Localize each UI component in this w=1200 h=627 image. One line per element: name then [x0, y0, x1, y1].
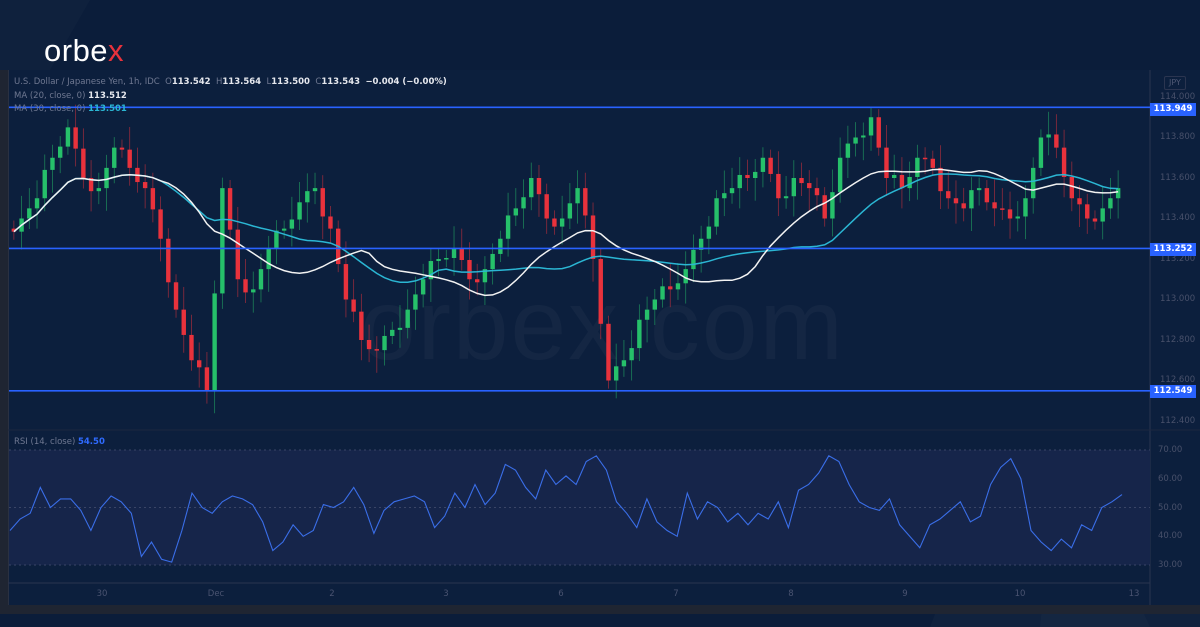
rsi-tick: 40.00 [1158, 531, 1183, 541]
x-tick: 9 [902, 589, 908, 599]
price-tick: 113.600 [1160, 173, 1196, 183]
price-tick: 113.200 [1160, 254, 1196, 264]
low-value: 113.500 [271, 77, 310, 87]
x-tick: 13 [1128, 589, 1140, 599]
level-tag-pivot[interactable]: 113.252 [1150, 243, 1196, 256]
price-tick: 112.600 [1160, 375, 1196, 385]
x-tick: 6 [558, 589, 564, 599]
price-tick: 112.800 [1160, 335, 1196, 345]
rsi-tick: 30.00 [1158, 560, 1183, 570]
rsi-tick: 60.00 [1158, 474, 1183, 484]
price-tick: 113.800 [1160, 132, 1196, 142]
x-tick: 30 [96, 589, 108, 599]
currency-badge[interactable]: JPY [1164, 76, 1186, 90]
open-value: 113.542 [171, 77, 211, 87]
close-value: 113.543 [321, 77, 361, 87]
ma30-value: 113.501 [88, 104, 127, 114]
ma30-legend[interactable]: MA (30, close, 0) 113.501 [14, 104, 127, 114]
orbex-logo: orbex [44, 33, 125, 68]
level-tag-support[interactable]: 112.549 [1150, 385, 1196, 398]
price-tick: 114.000 [1160, 92, 1196, 102]
price-tick: 113.000 [1160, 294, 1196, 304]
rsi-tick: 50.00 [1158, 503, 1183, 513]
x-tick: 3 [443, 589, 449, 599]
x-tick: 2 [329, 589, 335, 599]
rsi-value: 54.50 [77, 437, 105, 447]
ma20-legend[interactable]: MA (20, close, 0) 113.512 [14, 91, 127, 101]
x-tick: 8 [788, 589, 794, 599]
bottom-scroll-bar[interactable] [0, 605, 1200, 614]
rsi-tick: 70.00 [1158, 445, 1183, 455]
symbol-name: U.S. Dollar / Japanese Yen, 1h, IDC [14, 77, 160, 87]
price-tick: 112.400 [1160, 416, 1196, 426]
change-value: −0.004 (−0.00%) [365, 77, 447, 87]
x-tick: Dec [207, 589, 225, 599]
price-tick: 113.400 [1160, 213, 1196, 223]
x-tick: 7 [673, 589, 679, 599]
x-tick: 10 [1014, 589, 1026, 599]
high-value: 113.564 [222, 77, 262, 87]
level-tag-resistance[interactable]: 113.949 [1150, 103, 1196, 116]
ma20-value: 113.512 [88, 91, 127, 101]
symbol-legend: U.S. Dollar / Japanese Yen, 1h, IDC O113… [14, 77, 447, 87]
rsi-legend[interactable]: RSI (14, close) 54.50 [14, 437, 105, 447]
left-toolbar-edge [0, 70, 8, 607]
